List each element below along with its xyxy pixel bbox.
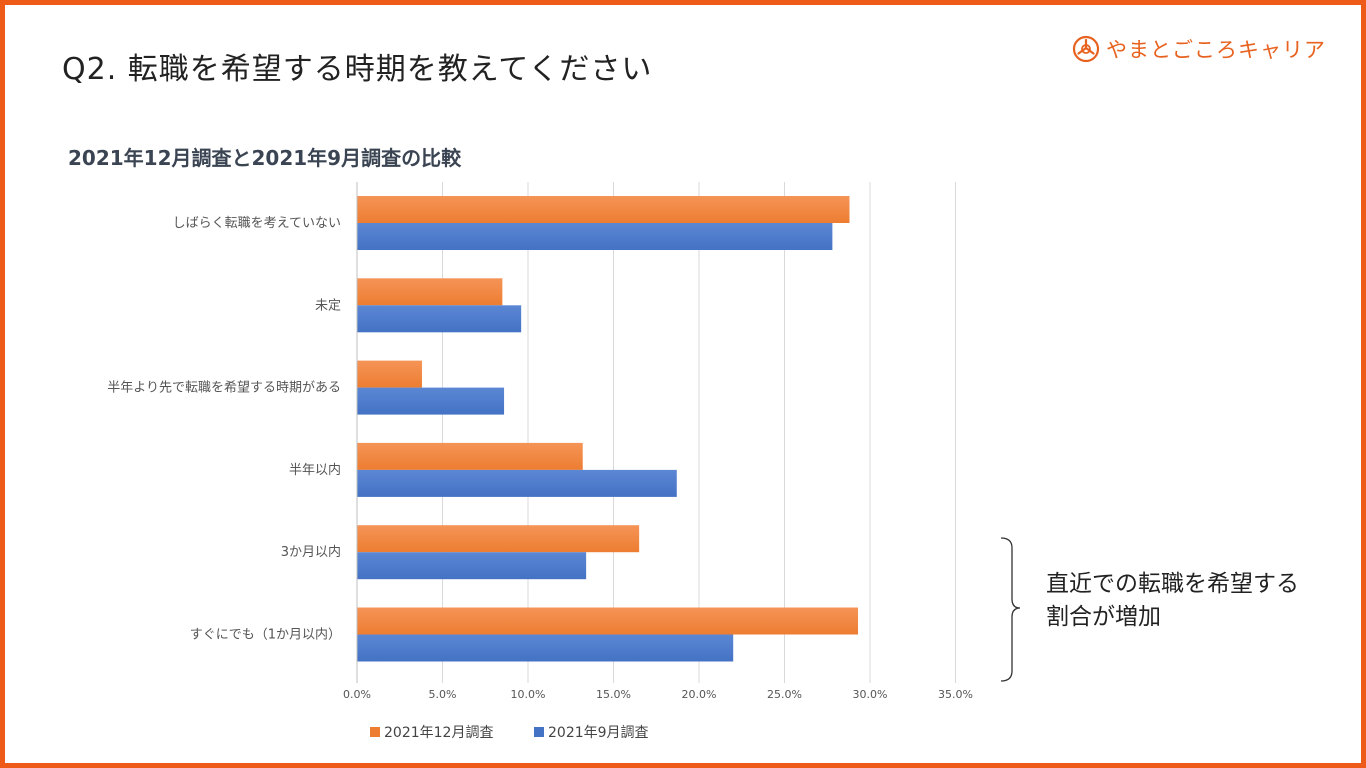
legend-label: 2021年12月調査 [384,725,493,741]
annotation-line-2: 割合が増加 [1046,604,1161,630]
legend-swatch [534,727,544,737]
bar-sep [357,552,587,580]
x-tick-label: 0.0% [343,688,371,701]
slide-title: Q2. 転職を希望する時期を教えてください [62,52,653,87]
bar-sep [357,305,522,333]
category-label: 半年以内 [289,462,341,478]
x-tick-label: 20.0% [682,688,717,701]
brand-name: やまとごころキャリア [1106,38,1326,62]
x-tick-label: 15.0% [596,688,631,701]
brace-bracket [1000,537,1021,682]
chart-title: 2021年12月調査と2021年9月調査の比較 [68,146,462,170]
x-tick-label: 35.0% [938,688,973,701]
legend-swatch [370,727,380,737]
category-label: しばらく転職を考えていない [173,216,341,231]
annotation-line-1: 直近での転職を希望する [1046,571,1299,597]
bar-dec [357,196,850,223]
bar-dec [357,525,640,553]
bar-dec [357,360,422,388]
bar-dec [357,442,583,470]
legend-label: 2021年9月調査 [548,725,649,741]
category-label: 3か月以内 [281,544,341,560]
category-label: すぐにでも（1か月以内） [190,627,341,643]
bar-sep [357,634,734,662]
x-tick-label: 10.0% [511,688,546,701]
x-tick-label: 5.0% [429,688,457,701]
category-label: 未定 [315,298,341,313]
bar-dec [357,278,503,306]
bar-dec [357,607,859,635]
brand-emblem-icon [1072,35,1100,63]
x-tick-label: 25.0% [767,688,802,701]
bar-sep [357,223,833,250]
category-label: 半年より先で転職を希望する時期がある [107,380,341,396]
bar-sep [357,469,677,497]
brand-logo: やまとごころキャリア [1072,34,1326,64]
bar-sep [357,387,505,415]
x-tick-label: 30.0% [853,688,888,701]
annotation-text: 直近での転職を希望する 割合が増加 [1046,568,1346,634]
